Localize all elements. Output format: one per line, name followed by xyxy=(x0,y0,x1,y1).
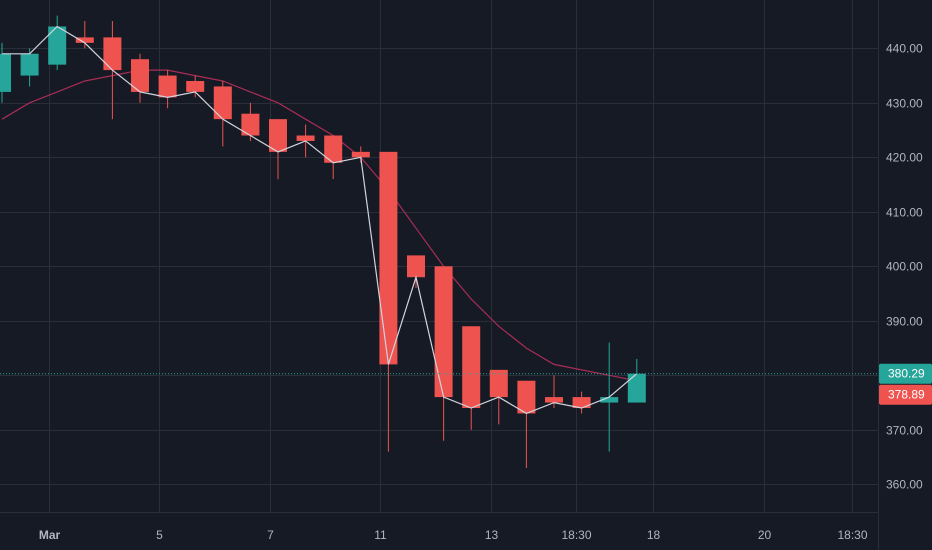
candle-body xyxy=(489,369,508,398)
candle-body xyxy=(351,151,370,158)
candle[interactable] xyxy=(379,151,398,452)
moving-average-line xyxy=(1,69,637,382)
candle-body xyxy=(627,373,646,403)
price-labels: 380.29 378.89 xyxy=(879,363,932,405)
candle-body xyxy=(434,266,453,398)
x-tick-label: 13 xyxy=(485,528,499,542)
price-axis-background xyxy=(878,0,932,550)
candle-body xyxy=(241,113,260,136)
time-axis-background xyxy=(0,512,932,550)
candle-body xyxy=(20,53,39,76)
time-axis[interactable]: Mar 5 7 11 13 18:30 18 20 18:30 xyxy=(39,528,868,542)
candle-body xyxy=(269,119,287,152)
candle[interactable] xyxy=(407,255,425,289)
last-price-badge xyxy=(879,363,932,384)
candle-body xyxy=(545,397,563,403)
candle-body xyxy=(296,135,315,141)
candle-body xyxy=(600,397,619,403)
candle-body xyxy=(213,86,232,120)
close-polyline xyxy=(2,25,638,415)
y-tick-label: 430.00 xyxy=(886,97,923,111)
candles xyxy=(0,15,646,468)
candle-body xyxy=(131,59,149,92)
candle-body xyxy=(379,151,398,365)
y-tick-label: 360.00 xyxy=(886,478,923,492)
prev-close-badge xyxy=(879,384,932,405)
y-tick-label: 420.00 xyxy=(886,151,923,165)
x-tick-label: 5 xyxy=(156,528,163,542)
candle[interactable] xyxy=(241,102,260,141)
candle-body xyxy=(572,397,591,408)
candle[interactable] xyxy=(186,75,205,98)
prev-close-label: 378.89 xyxy=(888,388,925,402)
x-tick-label: 20 xyxy=(758,528,772,542)
x-tick-label: 18 xyxy=(647,528,661,542)
ma-polyline xyxy=(1,69,637,382)
candle[interactable] xyxy=(213,81,232,147)
candle[interactable] xyxy=(20,48,39,87)
candle[interactable] xyxy=(324,135,343,180)
y-tick-label: 390.00 xyxy=(886,315,923,329)
candle-body xyxy=(0,53,11,92)
candle-body xyxy=(517,380,536,414)
y-tick-label: 400.00 xyxy=(886,260,923,274)
candle[interactable] xyxy=(434,266,453,441)
x-tick-label: 7 xyxy=(267,528,274,542)
candle-body xyxy=(103,37,122,71)
candle[interactable] xyxy=(48,15,67,71)
y-tick-label: 410.00 xyxy=(886,206,923,220)
last-price-label: 380.29 xyxy=(888,367,925,381)
close-price-line xyxy=(2,25,638,415)
candle[interactable] xyxy=(75,21,94,49)
y-tick-label: 440.00 xyxy=(886,42,923,56)
candle-body xyxy=(158,75,177,98)
candle[interactable] xyxy=(131,53,149,103)
candle-body xyxy=(407,255,425,278)
candle-body xyxy=(48,26,67,65)
x-tick-label: 18:30 xyxy=(561,528,591,542)
candle-body xyxy=(324,135,343,163)
candle-body xyxy=(75,37,94,43)
candle[interactable] xyxy=(462,326,481,430)
candle[interactable] xyxy=(158,70,177,109)
candle[interactable] xyxy=(517,380,536,468)
x-tick-label: Mar xyxy=(39,528,61,542)
y-tick-label: 370.00 xyxy=(886,424,923,438)
candle-body xyxy=(186,81,205,92)
x-tick-label: 18:30 xyxy=(837,528,867,542)
candle[interactable] xyxy=(627,358,646,403)
price-axis[interactable]: 440.00 430.00 420.00 410.00 400.00 390.00 380.… xyxy=(886,42,923,492)
candle[interactable] xyxy=(269,119,287,180)
candle[interactable] xyxy=(0,42,11,103)
candle[interactable] xyxy=(572,391,591,414)
candle-body xyxy=(462,326,481,408)
x-tick-label: 11 xyxy=(374,528,387,542)
